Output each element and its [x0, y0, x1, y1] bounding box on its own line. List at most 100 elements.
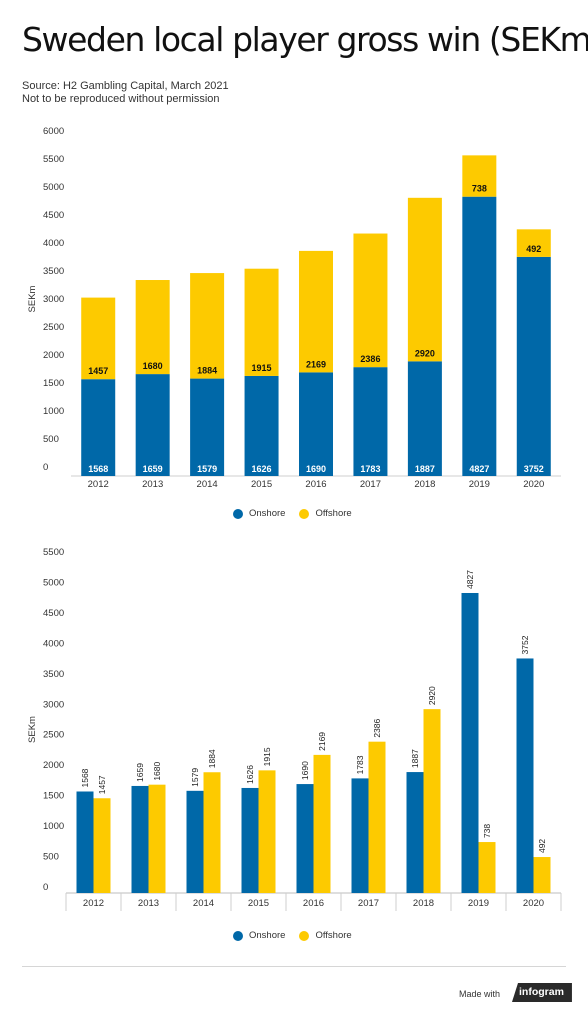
bar-onshore — [516, 658, 534, 893]
y-tick-label: 2000 — [43, 760, 64, 771]
y-tick-label: 5000 — [43, 182, 64, 193]
data-label-onshore: 1579 — [190, 768, 200, 787]
bar-offshore — [148, 784, 166, 893]
data-label-offshore: 492 — [537, 839, 547, 853]
bar-offshore — [478, 842, 496, 893]
data-label-onshore: 1887 — [415, 464, 435, 474]
bar-onshore — [135, 374, 170, 476]
bar-offshore — [423, 709, 441, 893]
y-tick-label: 0 — [43, 882, 48, 893]
data-label-onshore: 1568 — [80, 768, 90, 787]
data-label-onshore: 1783 — [360, 464, 380, 474]
bar-offshore — [353, 233, 388, 368]
x-tick-label: 2019 — [468, 898, 489, 909]
x-tick-label: 2019 — [469, 479, 490, 490]
legend-dot-offshore — [299, 930, 310, 941]
bar-onshore — [353, 367, 388, 476]
x-tick-label: 2017 — [358, 898, 379, 909]
y-tick-label: 3000 — [43, 699, 64, 710]
y-tick-label: 4500 — [43, 210, 64, 221]
x-tick-label: 2013 — [142, 479, 163, 490]
y-tick-label: 1000 — [43, 406, 64, 417]
y-tick-label: 4500 — [43, 608, 64, 619]
bar-onshore — [516, 256, 551, 476]
y-tick-label: 3500 — [43, 669, 64, 680]
y-tick-label: 1000 — [43, 821, 64, 832]
bar-onshore — [186, 790, 204, 893]
y-tick-label: 3000 — [43, 294, 64, 305]
x-tick-label: 2012 — [88, 479, 109, 490]
bar-onshore — [244, 375, 279, 476]
data-label-onshore: 1659 — [135, 763, 145, 782]
source-line: Source: H2 Gambling Capital, March 2021 — [22, 80, 229, 92]
bar-onshore — [299, 372, 333, 476]
legend-item-onshore[interactable]: Onshore — [233, 508, 285, 519]
data-label-offshore: 2169 — [306, 359, 326, 369]
x-tick-label: 2014 — [197, 479, 218, 490]
x-tick-label: 2013 — [138, 898, 159, 909]
data-label-offshore: 1680 — [143, 361, 163, 371]
data-label-onshore: 1659 — [143, 464, 163, 474]
bar-onshore — [131, 785, 149, 893]
legend-item-offshore[interactable]: Offshore — [299, 508, 352, 519]
data-label-onshore: 1690 — [300, 761, 310, 780]
data-label-offshore: 1680 — [152, 761, 162, 780]
data-label-onshore: 1690 — [306, 464, 326, 474]
y-tick-label: 1500 — [43, 378, 64, 389]
legend-label-onshore: Onshore — [249, 508, 286, 519]
y-axis-label: SEKm — [27, 716, 38, 743]
data-label-onshore: 1568 — [88, 464, 108, 474]
data-label-offshore: 2169 — [317, 732, 327, 751]
data-label-onshore: 1579 — [197, 464, 217, 474]
data-label-offshore: 1884 — [207, 749, 217, 768]
x-tick-label: 2020 — [523, 898, 544, 909]
page-title: Sweden local player gross win (SEKm) — [22, 20, 588, 59]
y-tick-label: 5500 — [43, 547, 64, 558]
bar-offshore — [244, 268, 279, 376]
bar-offshore — [81, 297, 116, 380]
bar-offshore — [407, 197, 442, 362]
x-tick-label: 2015 — [248, 898, 269, 909]
permission-line: Not to be reproduced without permission — [22, 93, 220, 105]
data-label-onshore: 1887 — [410, 749, 420, 768]
legend-label-offshore: Offshore — [315, 508, 352, 519]
data-label-onshore: 4827 — [465, 570, 475, 589]
bar-onshore — [81, 379, 116, 476]
bar-onshore — [190, 378, 225, 476]
bar-offshore — [533, 857, 551, 893]
x-tick-label: 2018 — [414, 479, 435, 490]
data-label-onshore: 3752 — [520, 635, 530, 654]
y-tick-label: 5000 — [43, 577, 64, 588]
infogram-logo[interactable]: infogram — [512, 983, 572, 1002]
x-tick-label: 2016 — [305, 479, 326, 490]
made-with-text: Made with — [459, 989, 501, 999]
legend-dot-onshore — [233, 930, 243, 941]
source-note: Source: H2 Gambling Capital, March 2021 … — [22, 80, 229, 106]
bar-offshore — [313, 754, 331, 893]
bar-offshore — [203, 772, 221, 893]
bar-onshore — [241, 787, 259, 893]
legend-dot-offshore — [299, 508, 310, 519]
bar-onshore — [76, 791, 94, 893]
legend-grouped: Onshore Offshore — [233, 930, 366, 941]
legend-item-offshore[interactable]: Offshore — [299, 930, 352, 941]
data-label-onshore: 3752 — [524, 464, 544, 474]
bar-offshore — [299, 250, 333, 373]
bar-onshore — [406, 772, 424, 893]
bar-onshore — [462, 196, 497, 477]
data-label-offshore: 2920 — [427, 686, 437, 705]
y-axis-label: SEKm — [27, 285, 38, 312]
data-label-offshore: 2386 — [372, 718, 382, 737]
bar-offshore — [190, 273, 225, 379]
x-tick-label: 2016 — [303, 898, 324, 909]
data-label-offshore: 2920 — [415, 348, 435, 358]
data-label-offshore: 1884 — [197, 366, 217, 376]
x-tick-label: 2018 — [413, 898, 434, 909]
data-label-offshore: 1457 — [88, 366, 108, 376]
legend-item-onshore[interactable]: Onshore — [233, 930, 285, 941]
legend-label-offshore: Offshore — [315, 930, 352, 941]
data-label-offshore: 492 — [526, 244, 541, 254]
bar-offshore — [462, 155, 497, 197]
data-label-offshore: 2386 — [360, 354, 380, 364]
